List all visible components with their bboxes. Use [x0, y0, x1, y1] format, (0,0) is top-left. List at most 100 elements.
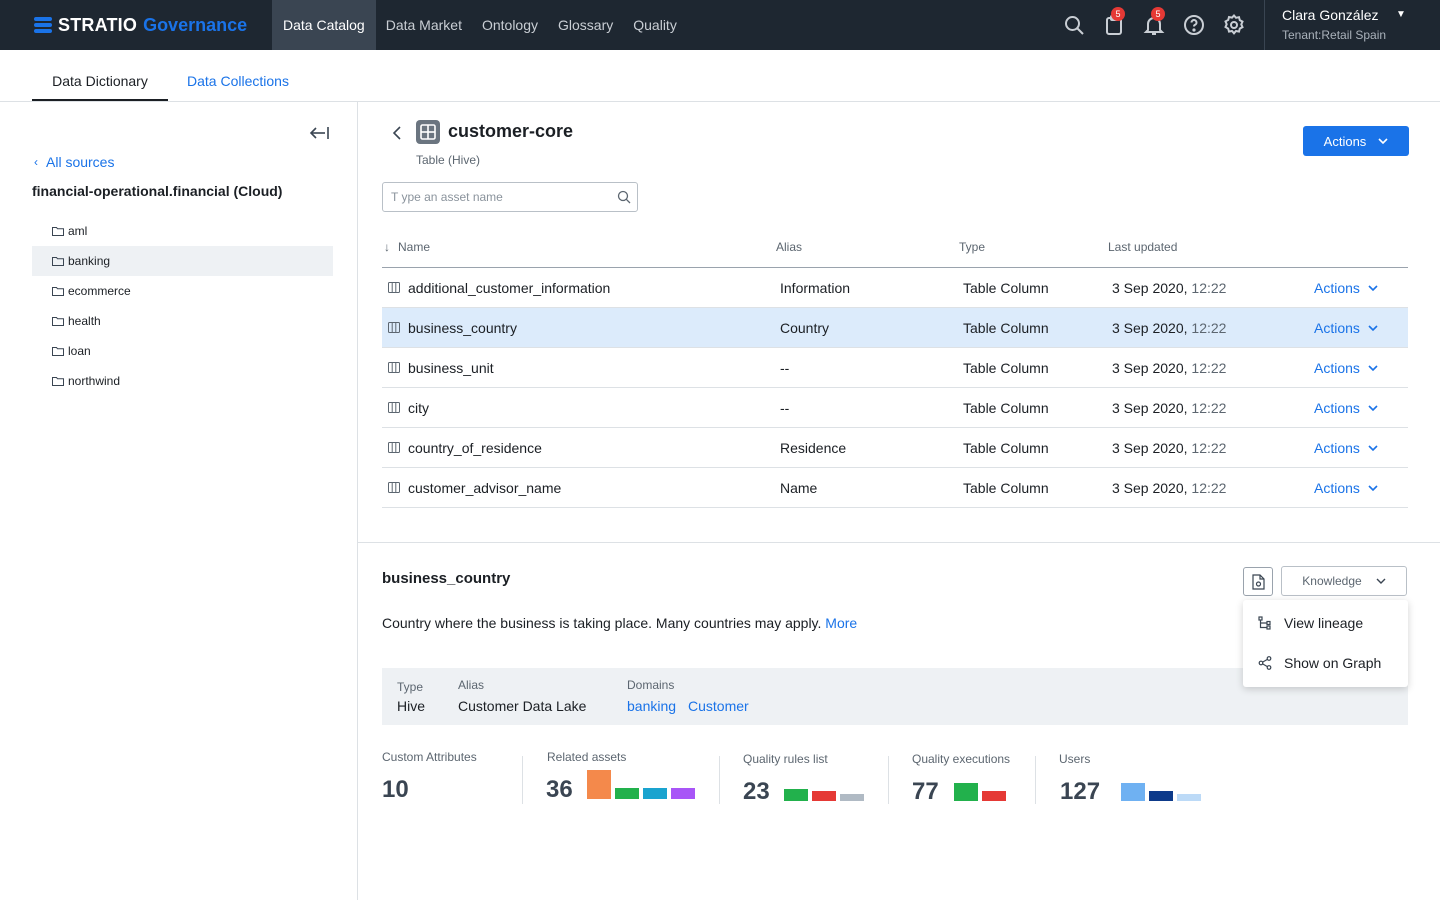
more-link[interactable]: More	[825, 615, 858, 631]
document-button[interactable]	[1243, 567, 1273, 596]
stat-separator	[1035, 756, 1036, 804]
detail-title: business_country	[382, 570, 511, 587]
all-sources-link[interactable]: ‹ All sources	[34, 154, 114, 170]
nav-data-market[interactable]: Data Market	[385, 17, 462, 33]
column-header-alias[interactable]: Alias	[776, 240, 803, 254]
row-name: additional_customer_information	[408, 280, 611, 296]
nav-data-catalog[interactable]: Data Catalog	[272, 0, 376, 50]
nav-ontology[interactable]: Ontology	[481, 17, 539, 33]
nav-quality[interactable]: Quality	[633, 17, 677, 33]
tree-item-health[interactable]: health	[32, 306, 333, 336]
folder-icon	[52, 377, 64, 386]
users-count[interactable]: 127	[1060, 778, 1101, 805]
menu-item-view-lineage[interactable]: View lineage	[1243, 605, 1408, 641]
row-type: Table Column	[963, 440, 1049, 456]
stat-separator	[719, 756, 720, 804]
row-date: 3 Sep 2020,	[1112, 360, 1188, 376]
search-icon[interactable]	[1062, 13, 1086, 37]
user-separator	[1264, 0, 1265, 50]
properties-panel: Type Hive Alias Customer Data Lake Domai…	[382, 668, 1408, 725]
column-header-type[interactable]: Type	[959, 240, 986, 254]
table-row[interactable]: business_unit -- Table Column 3 Sep 2020…	[382, 348, 1408, 388]
detail-description-text: Country where the business is taking pla…	[382, 615, 822, 631]
column-header-name[interactable]: Name	[398, 240, 431, 254]
knowledge-dropdown-label: Knowledge	[1302, 574, 1362, 588]
folder-icon	[52, 227, 64, 236]
search-icon[interactable]	[617, 190, 631, 204]
help-icon[interactable]	[1182, 13, 1206, 37]
quality-executions-count[interactable]: 77	[912, 778, 939, 805]
column-header-last-updated[interactable]: Last updated	[1108, 240, 1178, 254]
row-date: 3 Sep 2020,	[1112, 400, 1188, 416]
row-actions-menu[interactable]: Actions	[1314, 440, 1378, 456]
chevron-down-icon	[1378, 137, 1388, 144]
user-name[interactable]: Clara González	[1282, 7, 1379, 23]
notifications-bell-icon[interactable]: 5	[1142, 7, 1166, 37]
chevron-left-icon: ‹	[34, 155, 38, 169]
row-alias: Country	[780, 320, 830, 336]
table-column-icon	[388, 322, 400, 333]
related-assets-bar-green	[615, 788, 639, 799]
row-actions-menu[interactable]: Actions	[1314, 360, 1378, 376]
domain-link-banking[interactable]: banking	[627, 698, 677, 714]
user-menu-caret-icon[interactable]: ▼	[1396, 9, 1406, 20]
quality-rules-bar-grey	[840, 794, 864, 801]
row-type: Table Column	[963, 360, 1049, 376]
row-last-updated: 3 Sep 2020, 12:22	[1112, 280, 1226, 296]
table-grid-icon	[416, 120, 440, 144]
tab-data-dictionary[interactable]: Data Dictionary	[32, 50, 168, 101]
table-row-selected[interactable]: business_country Country Table Column 3 …	[382, 308, 1408, 348]
table-row[interactable]: customer_advisor_name Name Table Column …	[382, 468, 1408, 508]
actions-button[interactable]: Actions	[1303, 126, 1409, 156]
sort-arrow-down-icon[interactable]: ↓	[384, 240, 390, 254]
tasks-icon[interactable]: 5	[1102, 7, 1126, 37]
folder-icon	[52, 317, 64, 326]
menu-item-show-on-graph[interactable]: Show on Graph	[1243, 645, 1408, 681]
tree-item-ecommerce[interactable]: ecommerce	[32, 276, 333, 306]
notifications-badge: 5	[1151, 7, 1165, 21]
asset-subtitle: Table (Hive)	[416, 153, 481, 167]
related-assets-bar-teal	[643, 788, 667, 799]
quality-rules-count[interactable]: 23	[743, 778, 770, 805]
tree-item-banking[interactable]: banking	[32, 246, 333, 276]
row-actions-menu[interactable]: Actions	[1314, 280, 1378, 296]
all-sources-label: All sources	[46, 154, 115, 170]
chevron-down-icon	[1368, 284, 1378, 291]
folder-icon	[52, 257, 64, 266]
collapse-sidebar-icon[interactable]	[308, 124, 330, 142]
row-actions-menu[interactable]: Actions	[1314, 320, 1378, 336]
settings-gear-icon[interactable]	[1222, 13, 1246, 37]
custom-attributes-label: Custom Attributes	[382, 750, 477, 764]
row-last-updated: 3 Sep 2020, 12:22	[1112, 320, 1226, 336]
row-actions-label: Actions	[1314, 440, 1360, 456]
domain-link-customer[interactable]: Customer	[688, 698, 749, 714]
top-navigation-bar: STRATIO Governance Data Catalog Data Mar…	[0, 0, 1440, 50]
row-actions-menu[interactable]: Actions	[1314, 400, 1378, 416]
table-column-icon	[388, 402, 400, 413]
stat-separator	[522, 756, 523, 804]
row-actions-label: Actions	[1314, 320, 1360, 336]
table-row[interactable]: additional_customer_information Informat…	[382, 268, 1408, 308]
brand-logo[interactable]: STRATIO Governance	[34, 14, 247, 36]
tab-data-collections[interactable]: Data Collections	[187, 73, 289, 89]
related-assets-count[interactable]: 36	[546, 776, 573, 803]
nav-glossary[interactable]: Glossary	[558, 17, 614, 33]
row-type: Table Column	[963, 480, 1049, 496]
table-row[interactable]: country_of_residence Residence Table Col…	[382, 428, 1408, 468]
folder-icon	[52, 347, 64, 356]
tree-item-loan[interactable]: loan	[32, 336, 333, 366]
back-chevron-icon[interactable]	[390, 124, 404, 142]
knowledge-dropdown[interactable]: Knowledge	[1281, 566, 1407, 596]
row-actions-menu[interactable]: Actions	[1314, 480, 1378, 496]
custom-attributes-count[interactable]: 10	[382, 776, 409, 803]
tree-item-aml[interactable]: aml	[32, 216, 333, 246]
tree-item-northwind[interactable]: northwind	[32, 366, 333, 396]
table-row[interactable]: city -- Table Column 3 Sep 2020, 12:22 A…	[382, 388, 1408, 428]
actions-button-label: Actions	[1323, 133, 1367, 149]
asset-search-input[interactable]	[391, 190, 611, 204]
alias-label: Alias	[458, 678, 485, 692]
users-bar-pale-blue	[1177, 794, 1201, 801]
row-alias: Information	[780, 280, 851, 296]
table-column-icon	[388, 442, 400, 453]
top-icon-group: 5 5	[1062, 7, 1262, 37]
